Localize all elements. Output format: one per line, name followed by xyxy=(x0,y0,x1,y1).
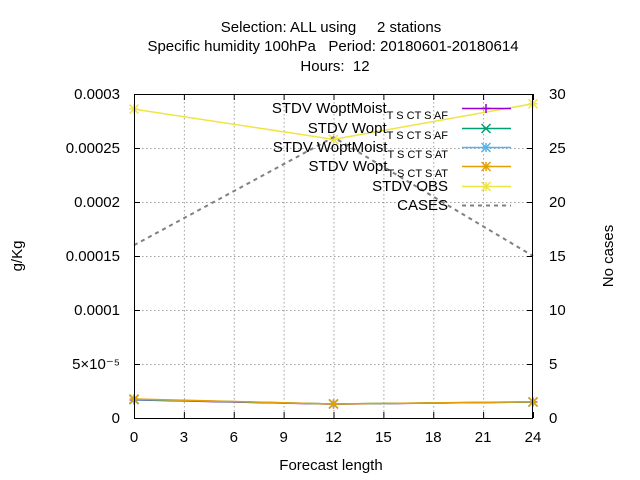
x-tick-label: 15 xyxy=(375,429,392,446)
legend-entry-5: CASES xyxy=(397,197,511,214)
y-tick-label: 0.0002 xyxy=(74,194,120,211)
legend-marker xyxy=(480,161,492,172)
y-tick-label: 0.00015 xyxy=(66,248,120,265)
marker-stroke xyxy=(328,398,339,409)
series-5 xyxy=(133,136,534,257)
y-axis-label: g/Kg xyxy=(9,241,26,272)
y-tick-label: 0.0001 xyxy=(74,302,120,319)
x-tick-label: 0 xyxy=(130,429,138,446)
x-tick-label: 24 xyxy=(525,429,542,446)
y2-tick-label: 5 xyxy=(549,356,557,373)
y-tick-label: 0 xyxy=(112,410,120,427)
title-line-2: Specific humidity 100hPa Period: 2018060… xyxy=(147,38,518,55)
legend-entry-1: STDV WoptT S CT S AF xyxy=(308,120,511,142)
legend-label: STDV WoptMoistT S CT S AT xyxy=(273,139,449,161)
y2-tick-label: 20 xyxy=(549,194,566,211)
legend-marker xyxy=(480,142,492,153)
series-line xyxy=(133,136,534,257)
marker-stroke xyxy=(480,123,492,134)
x-tick-label: 9 xyxy=(279,429,287,446)
title-line-3: Hours: 12 xyxy=(300,58,369,75)
legend-marker xyxy=(480,123,492,134)
marker-stroke xyxy=(480,181,492,192)
x-tick-label: 12 xyxy=(325,429,342,446)
y2-tick-label: 25 xyxy=(549,140,566,157)
y2-tick-label: 30 xyxy=(549,86,566,103)
legend-label: CASES xyxy=(397,197,448,214)
legend-label: STDV OBS xyxy=(372,178,448,195)
chart-title: Selection: ALL using 2 stations Specific… xyxy=(147,19,518,75)
legend-label: STDV WoptT S CT S AF xyxy=(308,120,449,142)
legend-marker xyxy=(481,104,491,113)
x-axis-label: Forecast length xyxy=(279,457,382,474)
x-tick-label: 6 xyxy=(230,429,238,446)
legend-marker xyxy=(480,181,492,192)
x-tick-label: 3 xyxy=(180,429,188,446)
marker-stroke xyxy=(328,134,339,145)
y-tick-label: 0.0003 xyxy=(74,86,120,103)
legend-entry-0: STDV WoptMoistT S CT S AF xyxy=(272,100,511,122)
y2-tick-label: 15 xyxy=(549,248,566,265)
marker-stroke xyxy=(480,142,492,153)
y2-tick-label: 0 xyxy=(549,410,557,427)
tick-labels: 0 3 6 9 12 15 18 21 24 0 5×10⁻⁵ 0.0001 0.00015 0.0002… xyxy=(66,86,566,446)
x-tick-label: 18 xyxy=(425,429,442,446)
grid xyxy=(134,94,533,418)
y2-tick-label: 10 xyxy=(549,302,566,319)
data-point xyxy=(328,398,339,409)
x-tick-label: 21 xyxy=(475,429,492,446)
legend-label: STDV WoptMoistT S CT S AF xyxy=(272,100,448,122)
ticks xyxy=(134,94,534,419)
marker-stroke xyxy=(480,161,492,172)
legend-entry-4: STDV OBS xyxy=(372,178,511,195)
y2-axis-label: No cases xyxy=(600,225,617,288)
y-tick-label: 0.00025 xyxy=(66,140,120,157)
legend-entry-2: STDV WoptMoistT S CT S AT xyxy=(273,139,511,161)
legend-entry-3: STDV WoptT S CT S AT xyxy=(309,158,511,180)
y-tick-label: 5×10⁻⁵ xyxy=(72,356,120,373)
title-line-1: Selection: ALL using 2 stations xyxy=(221,19,441,36)
legend-label: STDV WoptT S CT S AT xyxy=(309,158,449,180)
